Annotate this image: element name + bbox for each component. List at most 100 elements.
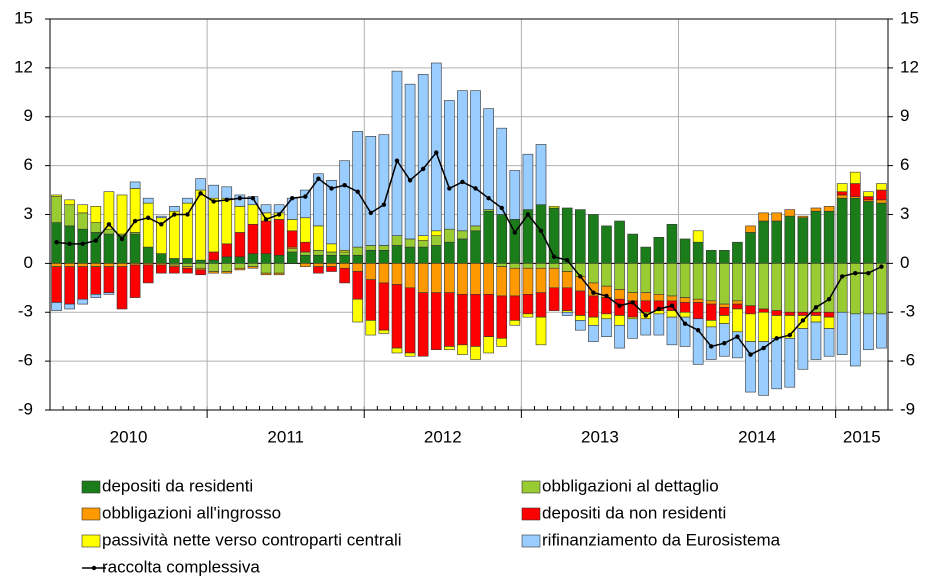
bar-segment <box>64 263 75 267</box>
bar-segment <box>234 194 246 207</box>
bar-segment <box>522 263 534 269</box>
bar-segment <box>103 191 115 230</box>
bar-segment <box>430 263 442 294</box>
line-point <box>591 290 596 295</box>
bar-segment <box>849 313 861 367</box>
legend-swatch <box>81 480 101 494</box>
line-point <box>159 222 164 227</box>
bar-segment <box>378 250 390 264</box>
bar-segment <box>182 263 193 267</box>
bar-segment <box>719 303 730 308</box>
line-point <box>617 303 622 308</box>
line-point <box>813 305 819 310</box>
line-point <box>420 166 426 172</box>
bar-segment <box>313 266 324 274</box>
bar-segment <box>771 263 783 311</box>
line-point <box>800 318 806 323</box>
line-point <box>473 186 478 191</box>
bar-segment <box>823 263 835 313</box>
bar-segment <box>195 259 206 264</box>
bar-segment <box>208 251 219 261</box>
line-point <box>263 217 269 222</box>
bar-segment <box>758 220 769 264</box>
bar-segment <box>496 127 508 215</box>
bar-segment <box>640 318 652 336</box>
bar-segment <box>444 241 455 264</box>
bar-segment <box>784 338 796 388</box>
bar-segment <box>640 292 652 302</box>
bar-segment <box>719 323 730 357</box>
line-point <box>735 334 740 339</box>
x-tick-label: 2013 <box>581 427 619 446</box>
bar-segment <box>522 313 534 318</box>
line-point <box>722 341 727 346</box>
bar-segment <box>758 308 769 313</box>
bar-segment <box>273 204 285 214</box>
bar-segment <box>391 284 403 349</box>
bar-segment <box>745 341 756 393</box>
bar-segment <box>260 272 272 276</box>
bar-segment <box>836 194 848 199</box>
bar-segment <box>810 311 822 316</box>
bar-segment <box>679 311 691 318</box>
line-point <box>355 189 360 194</box>
y2-tick-label: 6 <box>900 155 909 174</box>
bar-segment <box>771 310 783 316</box>
line-point <box>276 212 282 217</box>
bar-segment <box>758 311 769 342</box>
bar-segment <box>535 316 547 346</box>
bar-segment <box>732 263 743 302</box>
bar-segment <box>273 263 285 274</box>
bar-segment <box>627 233 638 264</box>
bar-segment <box>326 254 337 264</box>
bar-segment <box>208 271 219 274</box>
bar-segment <box>378 134 390 246</box>
line-point <box>54 239 59 245</box>
bar-segment <box>771 338 783 390</box>
bar-segment <box>745 232 756 264</box>
bar-segment <box>574 320 586 331</box>
bar-segment <box>483 336 494 354</box>
line-point <box>551 254 557 260</box>
bar-segment <box>313 263 324 267</box>
bar-segment <box>417 74 429 236</box>
bar-segment <box>234 263 246 269</box>
legend-label: rifinanziamento da Eurosistema <box>542 530 781 549</box>
line-point <box>499 205 504 211</box>
bar-segment <box>876 313 887 349</box>
bar-segment <box>653 313 665 336</box>
bar-segment <box>313 173 324 227</box>
bar-segment <box>653 237 665 264</box>
bar-segment <box>876 183 887 191</box>
line-point <box>381 202 387 207</box>
bar-segment <box>352 254 364 264</box>
line-point <box>460 179 465 185</box>
bar-segment <box>470 230 481 264</box>
line-point <box>146 215 151 220</box>
bar-segment <box>247 263 259 267</box>
bar-segment <box>64 199 75 206</box>
line-point <box>290 196 295 201</box>
bar-segment <box>221 197 233 245</box>
bar-segment <box>640 300 652 313</box>
bar-segment <box>614 289 625 300</box>
bar-segment <box>810 207 822 212</box>
bar-segment <box>339 251 350 256</box>
bar-segment <box>378 245 390 251</box>
bar-segment <box>823 311 835 318</box>
line-series <box>56 151 882 356</box>
bar-segment <box>77 298 89 305</box>
bar-segment <box>339 160 350 251</box>
y2-tick-label: 15 <box>900 8 919 27</box>
bar-segment <box>705 303 717 321</box>
y-tick-label: -3 <box>18 302 33 321</box>
bar-segment <box>64 204 75 227</box>
legend-swatch <box>521 507 541 521</box>
bar-segment <box>601 225 612 264</box>
line-point <box>565 257 570 263</box>
legend-swatch <box>81 534 101 548</box>
y2-tick-label: -9 <box>900 399 915 418</box>
bar-segment <box>404 246 416 264</box>
bar-segment <box>666 316 678 346</box>
bar-segment <box>286 251 298 264</box>
